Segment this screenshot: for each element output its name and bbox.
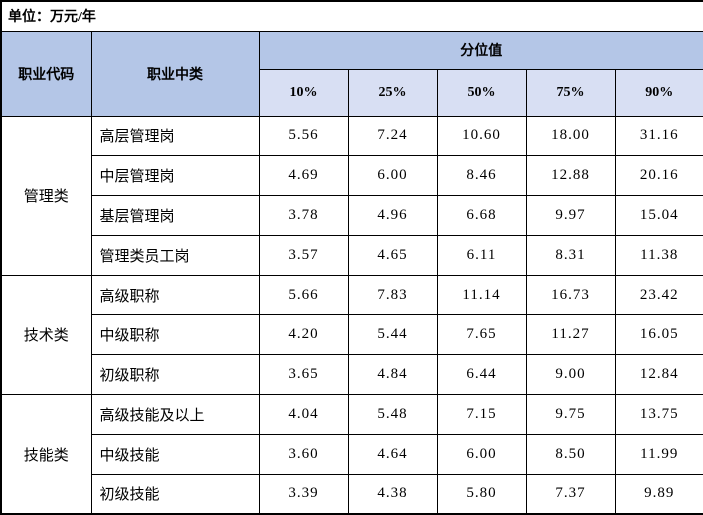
value-cell: 18.00 (525, 115, 616, 157)
group-label-management: 管理类 (0, 115, 92, 276)
table-row: 技术类 高级职称 5.66 7.83 11.14 16.73 23.42 (0, 274, 703, 396)
value-cell: 15.04 (614, 195, 703, 236)
value-cell: 7.15 (436, 394, 527, 435)
value-cell: 6.00 (347, 155, 438, 197)
value-cell: 12.88 (525, 155, 616, 197)
row-label: 基层管理岗 (90, 195, 260, 236)
value-cell: 11.27 (525, 314, 616, 356)
value-cell: 6.00 (436, 433, 527, 475)
value-cell: 8.50 (525, 433, 616, 475)
value-cell: 11.38 (614, 234, 703, 276)
table-row: 初级技能 3.39 4.38 5.80 7.37 9.89 (1, 473, 703, 515)
row-label: 初级职称 (90, 354, 260, 396)
table-row: 中层管理岗 4.69 6.00 8.46 12.88 20.16 (1, 155, 703, 197)
header-occupation-code: 职业代码 (0, 30, 92, 117)
value-cell: 6.68 (436, 195, 527, 236)
value-cell: 5.48 (347, 394, 438, 435)
value-cell: 5.66 (258, 274, 349, 316)
unit-row: 单位：万元/年 (0, 0, 703, 32)
value-cell: 9.00 (525, 354, 616, 396)
row-label: 初级技能 (90, 473, 260, 515)
header-row-percentiles: 10% 25% 50% 75% 90% (1, 68, 703, 117)
header-occupation-category: 职业中类 (90, 30, 260, 117)
row-label: 中级技能 (90, 433, 260, 475)
row-label: 高级技能及以上 (90, 394, 260, 435)
value-cell: 4.96 (347, 195, 438, 236)
table-row: 管理类 高层管理岗 5.56 7.24 10.60 18.00 31.16 (0, 115, 703, 276)
value-cell: 8.46 (436, 155, 527, 197)
value-cell: 12.84 (614, 354, 703, 396)
value-cell: 4.64 (347, 433, 438, 475)
row-label: 高级职称 (90, 274, 260, 316)
value-cell: 9.75 (525, 394, 616, 435)
value-cell: 6.11 (436, 234, 527, 276)
header-percentile-90: 90% (614, 68, 703, 117)
group-label-skills: 技能类 (0, 394, 92, 515)
value-cell: 3.39 (258, 473, 349, 515)
value-cell: 8.31 (525, 234, 616, 276)
value-cell: 16.73 (525, 274, 616, 316)
row-label: 高层管理岗 (90, 115, 260, 157)
value-cell: 10.60 (436, 115, 527, 157)
unit-label: 单位：万元/年 (0, 0, 703, 32)
value-cell: 5.80 (436, 473, 527, 515)
table-row: 基层管理岗 3.78 4.96 6.68 9.97 15.04 (1, 195, 703, 236)
value-cell: 5.56 (258, 115, 349, 157)
value-cell: 6.44 (436, 354, 527, 396)
header-percentile-group: 分位值 (258, 30, 703, 70)
value-cell: 13.75 (614, 394, 703, 435)
header-percentile-10: 10% (258, 68, 349, 117)
value-cell: 7.65 (436, 314, 527, 356)
value-cell: 7.83 (347, 274, 438, 316)
table-row: 中级职称 4.20 5.44 7.65 11.27 16.05 (1, 314, 703, 356)
group-label-technical: 技术类 (0, 274, 92, 396)
header-percentile-75: 75% (525, 68, 616, 117)
value-cell: 3.78 (258, 195, 349, 236)
value-cell: 4.20 (258, 314, 349, 356)
value-cell: 11.14 (436, 274, 527, 316)
value-cell: 5.44 (347, 314, 438, 356)
value-cell: 20.16 (614, 155, 703, 197)
value-cell: 4.84 (347, 354, 438, 396)
row-label: 管理类员工岗 (90, 234, 260, 276)
value-cell: 7.37 (525, 473, 616, 515)
value-cell: 9.97 (525, 195, 616, 236)
value-cell: 4.38 (347, 473, 438, 515)
value-cell: 31.16 (614, 115, 703, 157)
row-label: 中级职称 (90, 314, 260, 356)
header-percentile-50: 50% (436, 68, 527, 117)
value-cell: 3.65 (258, 354, 349, 396)
table-row: 初级职称 3.65 4.84 6.44 9.00 12.84 (1, 354, 703, 396)
header-percentile-25: 25% (347, 68, 438, 117)
value-cell: 3.60 (258, 433, 349, 475)
header-row-top: 职业代码 职业中类 分位值 (0, 30, 703, 117)
value-cell: 4.69 (258, 155, 349, 197)
value-cell: 4.65 (347, 234, 438, 276)
table-row: 中级技能 3.60 4.64 6.00 8.50 11.99 (1, 433, 703, 475)
value-cell: 9.89 (614, 473, 703, 515)
value-cell: 3.57 (258, 234, 349, 276)
row-label: 中层管理岗 (90, 155, 260, 197)
value-cell: 7.24 (347, 115, 438, 157)
table-row: 技能类 高级技能及以上 4.04 5.48 7.15 9.75 13.75 (0, 394, 703, 515)
value-cell: 4.04 (258, 394, 349, 435)
value-cell: 16.05 (614, 314, 703, 356)
value-cell: 11.99 (614, 433, 703, 475)
value-cell: 23.42 (614, 274, 703, 316)
table-row: 管理类员工岗 3.57 4.65 6.11 8.31 11.38 (1, 234, 703, 276)
